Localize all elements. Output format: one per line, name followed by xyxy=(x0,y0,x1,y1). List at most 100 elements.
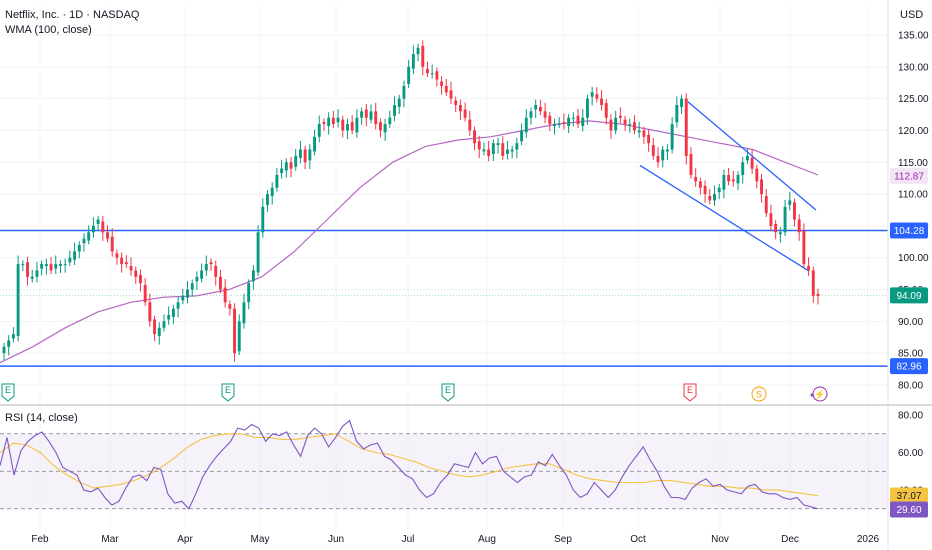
candle-body xyxy=(515,143,519,150)
candle-body xyxy=(294,155,298,167)
candle-body xyxy=(124,262,128,265)
candle-body xyxy=(435,71,439,80)
candle-body xyxy=(557,124,561,126)
wma-value-label: 112.87 xyxy=(894,171,924,182)
candle-body xyxy=(468,119,472,131)
price-labels: 112.87 104.28 94.09 82.96 37.07 29.60 xyxy=(890,167,928,518)
y-tick-115.00: 115.00 xyxy=(898,158,928,169)
candle-body xyxy=(275,175,279,188)
x-tick-May: May xyxy=(251,534,270,545)
candle-body xyxy=(218,276,222,290)
rsi-y-tick-80.00: 80.00 xyxy=(898,411,923,422)
x-tick-Jul: Jul xyxy=(402,534,415,545)
rsi-legend: RSI (14, close) xyxy=(5,412,78,424)
x-tick-Aug: Aug xyxy=(478,534,496,545)
candle-body xyxy=(346,124,349,131)
candle-body xyxy=(63,264,67,266)
last-price-label-bg xyxy=(890,287,928,304)
earnings-marker-4-shape xyxy=(683,383,697,402)
candle-body xyxy=(543,111,547,118)
candle-body xyxy=(491,143,495,154)
x-tick-Apr: Apr xyxy=(177,534,193,545)
candle-body xyxy=(350,122,354,131)
candles xyxy=(2,40,820,362)
currency-label: USD xyxy=(900,9,924,21)
candle-body xyxy=(755,168,759,182)
candle-body xyxy=(26,262,29,277)
candle-body xyxy=(91,225,95,233)
y-tick-100.00: 100.00 xyxy=(898,253,929,264)
rsi-ma-line xyxy=(0,433,819,497)
candle-body xyxy=(355,117,359,133)
candle-body xyxy=(538,106,542,112)
candle-body xyxy=(59,264,62,266)
candle-body xyxy=(143,285,147,303)
candle-body xyxy=(106,232,109,239)
main-pane-grid xyxy=(0,5,888,530)
candle-body xyxy=(656,155,660,163)
candle-body xyxy=(157,327,161,336)
candle-body xyxy=(374,111,378,125)
candle-body xyxy=(477,141,481,150)
candle-body xyxy=(703,185,707,195)
candle-body xyxy=(680,98,684,107)
candle-body xyxy=(369,111,373,120)
candle-body xyxy=(501,143,505,156)
candle-body xyxy=(454,100,458,105)
candle-body xyxy=(2,346,6,354)
candle-body xyxy=(270,187,274,196)
y-tick-130.00: 130.00 xyxy=(898,62,929,73)
candle-body xyxy=(96,219,100,224)
candle-body xyxy=(247,283,251,303)
candle-body xyxy=(214,266,218,277)
candle-body xyxy=(87,232,91,241)
candle-body xyxy=(614,117,618,131)
candle-body xyxy=(496,143,500,146)
candle-body xyxy=(171,308,175,317)
candle-body xyxy=(129,266,133,271)
candle-body xyxy=(393,105,396,116)
candle-body xyxy=(44,264,48,266)
earnings-marker-1-letter: E xyxy=(5,385,11,395)
y-tick-125.00: 125.00 xyxy=(898,94,929,105)
candle-body xyxy=(642,130,646,137)
candle-body xyxy=(708,196,712,201)
candle-body xyxy=(228,304,232,309)
candle-body xyxy=(40,264,44,269)
rsi-value-label: 29.60 xyxy=(896,505,921,516)
level-label-upper-bg xyxy=(890,222,928,239)
candle-body xyxy=(327,117,331,126)
split-marker-letter: S xyxy=(756,390,762,400)
wma-legend: WMA (100, close) xyxy=(5,24,92,36)
candle-body xyxy=(303,149,307,163)
candle-body xyxy=(251,270,255,282)
candle-body xyxy=(651,145,655,156)
candle-body xyxy=(694,176,698,182)
candle-body xyxy=(30,276,34,279)
symbol-title: Netflix, Inc. · 1D · NASDAQ xyxy=(5,9,140,21)
candle-body xyxy=(684,98,688,156)
candle-body xyxy=(567,117,571,126)
candle-body xyxy=(604,103,608,118)
candle-body xyxy=(200,270,204,279)
candle-body xyxy=(430,73,434,75)
candle-body xyxy=(769,213,773,226)
candle-body xyxy=(524,117,528,133)
candle-body xyxy=(110,236,114,252)
flash-marker-shape xyxy=(812,386,828,402)
candle-body xyxy=(331,117,335,125)
split-marker-shape xyxy=(751,386,767,402)
candle-body xyxy=(101,221,105,233)
candle-body xyxy=(802,230,806,265)
candle-body xyxy=(529,111,533,118)
candle-body xyxy=(458,105,462,112)
y-tick-90.00: 90.00 xyxy=(898,317,923,328)
candle-body xyxy=(628,124,632,126)
candle-body xyxy=(82,238,86,244)
candle-body xyxy=(54,264,58,269)
candle-body xyxy=(609,119,613,131)
x-tick-Feb: Feb xyxy=(31,534,49,545)
candle-body xyxy=(713,194,716,201)
candle-body xyxy=(237,321,241,352)
